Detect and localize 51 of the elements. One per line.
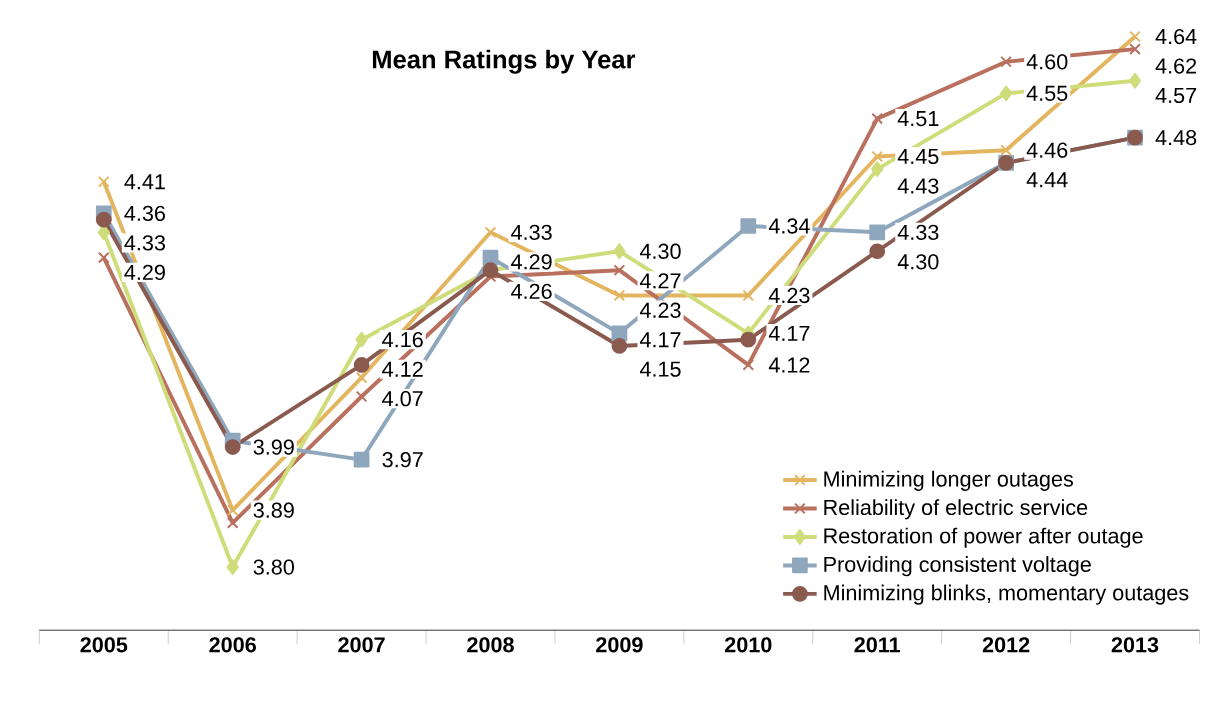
data-label: 4.15	[639, 361, 681, 377]
data-label: 4.60	[1026, 54, 1068, 70]
data-label: 4.46	[1026, 142, 1068, 158]
x-tick-label: 2012	[982, 637, 1030, 653]
x-tick-label: 2008	[467, 637, 514, 653]
data-label: 4.23	[639, 302, 681, 318]
data-label: 4.17	[768, 325, 810, 341]
data-label: 3.89	[253, 502, 294, 518]
x-tick-label: 2010	[724, 637, 772, 653]
legend-label: Minimizing blinks, momentary outages	[824, 584, 1189, 605]
data-label: 4.36	[124, 205, 165, 222]
x-tick-label: 2006	[209, 637, 256, 653]
x-tick-label: 2013	[1111, 637, 1159, 653]
data-label: 4.41	[124, 174, 165, 190]
data-label: 4.44	[1026, 172, 1068, 188]
data-label: 4.48	[1155, 129, 1197, 146]
legend-label: Reliability of electric service	[824, 499, 1088, 520]
legend-label: Providing consistent voltage	[824, 556, 1091, 577]
data-label: 4.33	[124, 235, 165, 251]
data-label: 4.62	[1155, 58, 1197, 74]
data-label: 4.34	[768, 218, 810, 234]
x-tick-label: 2011	[854, 637, 901, 653]
data-label: 4.45	[897, 149, 939, 165]
data-label: 4.07	[382, 391, 423, 407]
data-label: 4.29	[511, 254, 552, 270]
data-label: 4.17	[639, 332, 681, 348]
data-label: 4.51	[897, 111, 939, 127]
data-label: 3.97	[382, 452, 423, 468]
data-label: 4.64	[1155, 28, 1197, 45]
legend-label: Minimizing longer outages	[824, 470, 1073, 491]
data-label: 4.33	[897, 224, 939, 240]
chart-title: Mean Ratings by Year	[372, 49, 636, 74]
data-label: 4.29	[124, 264, 165, 281]
data-label: 4.23	[768, 287, 810, 304]
data-label: 4.12	[382, 361, 423, 377]
data-label: 4.43	[897, 178, 939, 194]
data-label: 4.33	[511, 224, 552, 240]
x-tick-label: 2009	[596, 637, 643, 653]
data-label: 4.30	[639, 243, 681, 259]
data-label: 3.80	[253, 559, 294, 575]
data-label: 3.99	[253, 439, 294, 455]
data-label: 4.27	[639, 273, 681, 289]
data-label: 4.16	[382, 332, 423, 348]
data-label: 4.30	[897, 254, 939, 270]
data-label: 4.26	[511, 283, 552, 299]
x-tick-label: 2005	[80, 637, 128, 653]
data-label: 4.55	[1026, 85, 1068, 101]
x-tick-label: 2007	[338, 637, 385, 653]
legend-label: Restoration of power after outage	[824, 527, 1143, 548]
data-label: 4.57	[1155, 88, 1197, 104]
data-label: 4.12	[768, 357, 810, 373]
